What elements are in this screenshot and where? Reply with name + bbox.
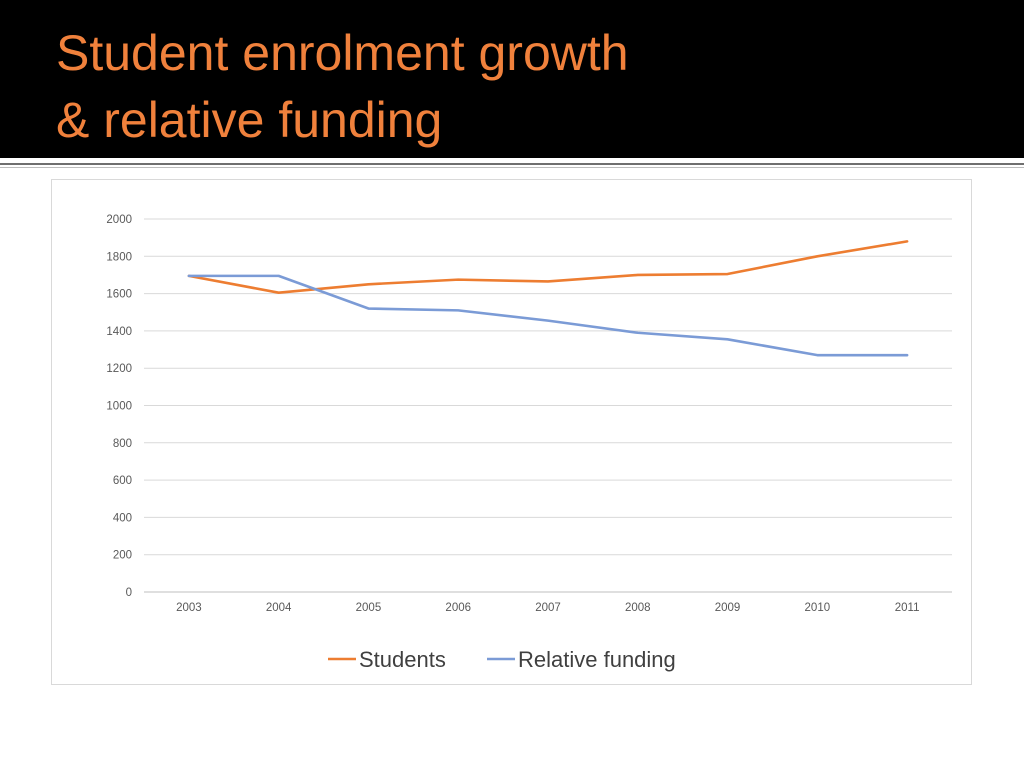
y-tick-label: 1200 [106,363,132,375]
legend-label-students: Students [359,647,446,672]
y-tick-label: 1800 [106,251,132,263]
x-tick-label: 2004 [266,602,292,614]
x-tick-label: 2007 [535,602,561,614]
x-tick-label: 2003 [176,602,202,614]
y-tick-label: 800 [113,438,132,450]
x-tick-label: 2008 [625,602,651,614]
series-line-students [187,240,909,294]
x-tick-label: 2005 [356,602,382,614]
chart-frame [51,179,972,685]
y-tick-label: 2000 [106,214,132,226]
slide-title-line-1: Student enrolment growth [56,25,629,81]
y-tick-label: 1600 [106,289,132,301]
title-divider-thin [0,167,1024,168]
x-tick-label: 2006 [445,602,471,614]
series-line-relative-funding [187,274,909,357]
title-bar: Student enrolment growth & relative fund… [0,0,1024,158]
legend-label-relative-funding: Relative funding [518,647,676,672]
x-tick-label: 2010 [805,602,831,614]
y-tick-label: 600 [113,475,132,487]
y-tick-label: 400 [113,512,132,524]
y-tick-label: 200 [113,550,132,562]
x-tick-label: 2011 [895,602,920,614]
y-tick-label: 0 [126,587,132,599]
y-tick-label: 1000 [106,401,132,413]
y-tick-label: 1400 [106,326,132,338]
title-divider [0,163,1024,165]
slide-title-line-2: & relative funding [56,92,443,148]
x-tick-label: 2009 [715,602,741,614]
